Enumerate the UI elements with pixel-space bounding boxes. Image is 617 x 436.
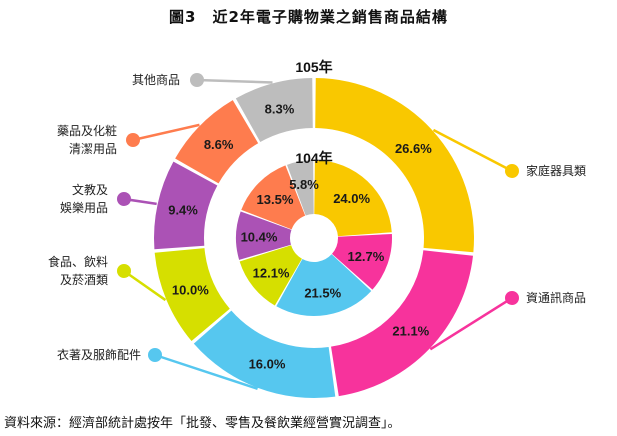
inner-ring-104: 24.0% 12.7% 21.5% 12.1% 10.4% 13.5%5.8% — [236, 160, 392, 316]
leader-dot-2 — [505, 291, 519, 305]
outer-slice-1 — [315, 78, 475, 253]
leader-dot-6 — [126, 133, 140, 147]
inner-value-label-5: 10.4% — [241, 229, 278, 244]
outer-value-label-7: 8.3% — [265, 102, 295, 117]
leader-dot-3 — [148, 348, 162, 362]
inner-slice-4 — [239, 245, 302, 306]
inner-value-label-2: 12.7% — [347, 249, 384, 264]
category-label-7-line-1: 其他商品 — [132, 72, 180, 87]
category-label-5-line-2: 娛樂用品 — [60, 200, 108, 215]
outer-value-label-1: 26.6% — [395, 141, 432, 156]
outer-slice-2 — [331, 250, 474, 397]
category-label-3-line-1: 衣著及服飾配件 — [57, 347, 141, 362]
leader-dot-4 — [117, 264, 131, 278]
category-label-2-line-1: 資通訊商品 — [526, 290, 586, 305]
inner-slice-2 — [331, 233, 392, 290]
leader-line-3 — [154, 353, 258, 390]
category-label-5-line-1: 文教及 — [72, 182, 108, 197]
outer-value-label-4: 10.0% — [172, 283, 209, 298]
leader-dot-1 — [505, 164, 519, 178]
source-note: 資料來源：經濟部統計處按年「批發、零售及餐飲業經營實況調查」。 — [4, 416, 401, 431]
inner-value-label-4: 12.1% — [253, 265, 290, 280]
outer-ring-105: 26.6% 21.1% 16.0% 10.0% 9.4% 8.6% 8.3% — [154, 78, 475, 398]
inner-slice-1 — [314, 160, 392, 237]
chart-title: 圖3 近2年電子購物業之銷售商品結構 — [169, 8, 448, 26]
inner-value-label-6: 13.5% — [257, 192, 294, 207]
outer-value-label-6: 8.6% — [204, 137, 234, 152]
leader-line-1 — [432, 128, 513, 173]
outer-slice-6 — [175, 100, 259, 184]
outer-value-label-2: 21.1% — [392, 324, 429, 339]
inner-value-label-3: 21.5% — [304, 285, 341, 300]
inner-value-label-7: 5.8% — [289, 177, 319, 192]
outer-slice-5 — [154, 161, 218, 250]
leader-line-7 — [196, 78, 273, 84]
leader-dot-5 — [117, 192, 131, 206]
category-label-1-line-1: 家庭器具類 — [526, 163, 586, 178]
category-label-6-line-2: 清潔用品 — [69, 142, 117, 156]
leader-dot-7 — [190, 73, 204, 87]
outer-slice-4 — [154, 248, 230, 341]
category-label-4-line-1: 食品、飲料 — [48, 254, 108, 269]
inner-series-label: 104年 — [295, 150, 332, 166]
leader-line-2 — [429, 296, 513, 351]
outer-series-label: 105年 — [295, 59, 332, 75]
inner-value-label-1: 24.0% — [333, 191, 370, 206]
outer-slice-3 — [193, 310, 336, 398]
inner-slice-5 — [236, 211, 292, 260]
category-label-6-line-1: 藥品及化粧 — [57, 124, 117, 138]
outer-slice-7 — [235, 78, 313, 143]
category-label-4-line-2: 及菸酒類 — [60, 273, 108, 287]
inner-slice-6 — [241, 165, 306, 230]
outer-value-label-5: 9.4% — [168, 203, 198, 218]
inner-slice-3 — [276, 254, 372, 316]
outer-value-label-3: 16.0% — [249, 356, 286, 371]
inner-slice-7 — [287, 160, 314, 216]
leader-line-4 — [123, 269, 167, 302]
leader-line-6 — [132, 123, 200, 142]
